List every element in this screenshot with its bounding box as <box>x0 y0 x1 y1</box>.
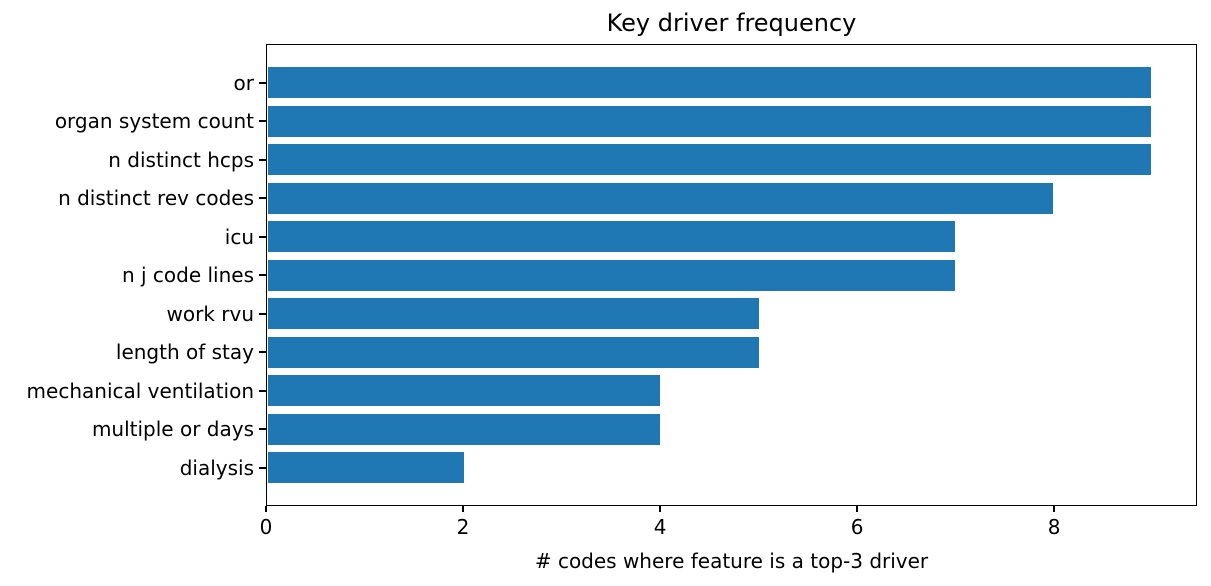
chart-title: Key driver frequency <box>606 9 857 37</box>
y-tick <box>259 81 266 84</box>
y-tick <box>259 274 266 276</box>
bar-multiple-or-days <box>267 413 661 445</box>
y-tick-label-organ-system-count: organ system count <box>54 109 254 133</box>
x-tick-label-0: 0 <box>259 515 273 539</box>
bar-or <box>267 67 1152 98</box>
bar-n-distinct-hcps <box>267 144 1152 175</box>
y-tick-label-icu: icu <box>224 224 254 249</box>
bar-work-rvu <box>267 298 759 329</box>
x-axis-label: # codes where feature is a top-3 driver <box>534 549 929 573</box>
x-tick <box>1053 506 1056 512</box>
x-tick-label-6: 6 <box>850 515 864 539</box>
y-tick <box>259 120 266 122</box>
y-tick-label-length-of-stay: length of stay <box>115 340 254 364</box>
bar-length-of-stay <box>267 336 759 368</box>
y-tick-label-or: or <box>233 70 254 95</box>
y-tick <box>259 428 266 430</box>
y-tick <box>259 389 266 392</box>
bar-mechanical-ventilation <box>267 375 661 406</box>
x-tick-label-2: 2 <box>456 515 470 539</box>
bar-n-distinct-rev-codes <box>267 182 1054 214</box>
y-tick-label-work-rvu: work rvu <box>166 301 255 326</box>
bar-icu <box>267 221 955 252</box>
y-tick-label-n-j-code-lines: n j code lines <box>121 263 254 287</box>
y-tick <box>259 312 266 315</box>
y-tick <box>259 235 266 238</box>
y-tick-label-dialysis: dialysis <box>179 455 254 480</box>
y-tick-label-multiple-or-days: multiple or days <box>91 417 254 441</box>
y-tick-label-n-distinct-hcps: n distinct hcps <box>108 147 254 172</box>
y-tick <box>259 197 266 199</box>
x-tick <box>265 506 267 512</box>
bar-organ-system-count <box>267 105 1152 137</box>
y-tick-label-mechanical-ventilation: mechanical ventilation <box>26 378 254 403</box>
y-tick <box>259 158 266 161</box>
x-tick <box>659 506 662 512</box>
bar-n-j-code-lines <box>267 259 955 291</box>
x-tick-label-4: 4 <box>653 515 667 539</box>
y-tick <box>259 466 266 469</box>
x-tick-label-8: 8 <box>1047 515 1061 539</box>
x-tick <box>856 506 859 512</box>
y-tick-label-n-distinct-rev-codes: n distinct rev codes <box>58 186 254 210</box>
bar-dialysis <box>267 452 464 483</box>
x-tick <box>462 506 465 512</box>
y-tick <box>259 351 266 353</box>
